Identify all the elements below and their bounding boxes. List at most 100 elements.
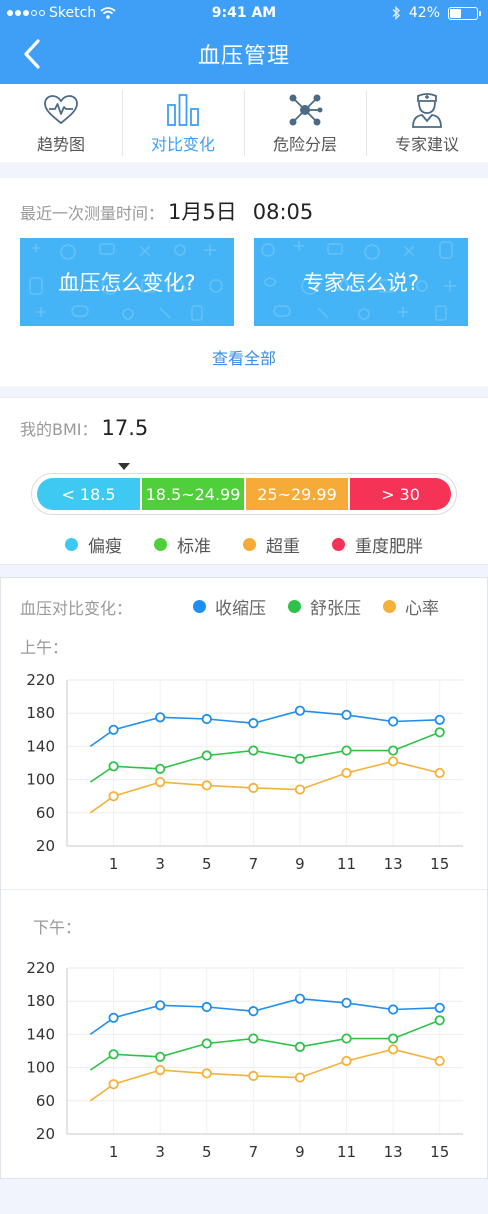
data-point — [108, 1012, 119, 1023]
tab-trend[interactable]: 趋势图 — [0, 84, 122, 162]
series-line — [89, 997, 440, 1036]
tab-bar: 趋势图 对比变化 — [0, 84, 488, 162]
bp-legend: 收缩压 舒张压 心率 — [193, 594, 439, 619]
last-measure-label: 最近一次测量时间： — [20, 204, 165, 223]
expert-says-label: 专家怎么说? — [302, 271, 420, 295]
legend-dot-icon — [243, 538, 256, 551]
last-measure-time: 08:05 — [252, 200, 314, 224]
x-tick-label: 1 — [109, 1143, 119, 1161]
page-title: 血压管理 — [197, 44, 290, 69]
bmi-pointer-icon — [118, 463, 130, 470]
status-time: 9:41 AM — [211, 5, 277, 21]
data-point — [248, 1033, 259, 1044]
legend-dot-icon — [383, 600, 396, 613]
y-tick-label: 180 — [26, 992, 55, 1010]
tab-compare[interactable]: 对比变化 — [122, 84, 244, 162]
data-point — [155, 712, 166, 723]
data-point — [434, 714, 445, 725]
y-tick-label: 220 — [26, 959, 55, 977]
bmi-card: 我的BMI： 17.5 < 18.5 18.5~24.99 25~29.99 >… — [0, 397, 488, 565]
bmi-legend: 偏瘦 标准 超重 重度肥胖 — [0, 532, 488, 557]
bmi-scale: < 18.5 18.5~24.99 25~29.99 > 30 — [31, 473, 457, 515]
carrier-group: Sketch — [7, 5, 116, 21]
legend-item: 偏瘦 — [65, 532, 122, 557]
x-tick-label: 7 — [249, 855, 259, 873]
bar-chart-icon — [163, 92, 203, 128]
bp-change-banner[interactable]: 血压怎么变化? — [20, 238, 234, 326]
bmi-label: 我的BMI： — [20, 420, 98, 439]
network-nodes-icon — [285, 92, 325, 128]
x-tick-label: 15 — [430, 855, 449, 873]
doctor-icon — [407, 92, 447, 128]
medical-pattern-icon — [261, 241, 456, 321]
data-point — [201, 713, 212, 725]
x-tick-label: 3 — [155, 855, 165, 873]
legend-dot-icon — [332, 538, 345, 551]
x-tick-label: 5 — [202, 855, 212, 873]
data-point — [108, 1079, 119, 1090]
x-tick-label: 9 — [295, 1143, 305, 1161]
status-bar: Sketch 9:41 AM 42% — [0, 0, 488, 28]
data-point — [341, 1055, 352, 1067]
legend-label: 收缩压 — [215, 599, 266, 619]
bmi-segment-underweight: < 18.5 — [37, 478, 140, 510]
bmi-row: 我的BMI： 17.5 — [20, 416, 148, 440]
data-point — [201, 780, 212, 791]
data-point — [201, 1068, 212, 1079]
signal-icon — [7, 10, 45, 16]
legend-label: 标准 — [177, 537, 211, 557]
carrier-name: Sketch — [49, 5, 97, 21]
data-point — [434, 1015, 445, 1026]
bmi-segment-obese: > 30 — [348, 478, 451, 510]
y-tick-label: 20 — [36, 1125, 55, 1143]
x-tick-label: 13 — [384, 1143, 403, 1161]
afternoon-label: 下午： — [33, 918, 82, 937]
data-point — [294, 1072, 306, 1083]
legend-item: 标准 — [154, 532, 211, 557]
tab-risk[interactable]: 危险分层 — [244, 84, 366, 162]
legend-item: 收缩压 — [193, 594, 266, 619]
legend-dot-icon — [288, 600, 301, 613]
bluetooth-icon — [392, 6, 400, 20]
last-measure-row: 最近一次测量时间： 1月5日 08:05 — [20, 196, 313, 226]
series-line — [89, 731, 440, 783]
data-point — [108, 761, 119, 772]
data-point — [201, 1038, 212, 1049]
status-right: 42% — [392, 5, 481, 21]
data-point — [108, 791, 119, 802]
data-point — [388, 1033, 399, 1044]
legend-item: 超重 — [243, 532, 300, 557]
tab-label: 对比变化 — [150, 135, 215, 154]
x-tick-label: 3 — [155, 1143, 165, 1161]
tab-expert[interactable]: 专家建议 — [366, 84, 488, 162]
legend-item: 舒张压 — [288, 594, 361, 619]
data-point — [294, 784, 306, 795]
expert-says-banner[interactable]: 专家怎么说? — [254, 238, 468, 326]
x-tick-label: 11 — [337, 855, 356, 873]
legend-dot-icon — [193, 600, 206, 613]
legend-label: 舒张压 — [310, 599, 361, 619]
measurement-card: 最近一次测量时间： 1月5日 08:05 血压怎么变化? — [0, 178, 488, 386]
data-point — [341, 709, 352, 720]
data-point — [155, 763, 166, 774]
legend-item: 重度肥胖 — [332, 532, 423, 557]
data-point — [201, 1001, 212, 1013]
y-tick-label: 20 — [36, 837, 55, 855]
app-header: Sketch 9:41 AM 42% 血压管理 — [0, 0, 488, 84]
legend-label: 超重 — [266, 537, 300, 557]
data-point — [341, 767, 352, 779]
view-all-link[interactable]: 查看全部 — [211, 349, 276, 368]
data-point — [248, 718, 259, 729]
data-point — [294, 753, 306, 764]
data-point — [388, 1004, 399, 1015]
data-point — [155, 1051, 166, 1062]
x-tick-label: 13 — [384, 855, 403, 873]
battery-percent: 42% — [408, 5, 440, 21]
bmi-value: 17.5 — [101, 416, 149, 440]
legend-dot-icon — [154, 538, 167, 551]
data-point — [155, 1064, 166, 1076]
y-tick-label: 60 — [36, 804, 55, 822]
data-point — [155, 776, 166, 788]
back-button[interactable] — [18, 36, 48, 72]
legend-label: 心率 — [405, 599, 439, 619]
